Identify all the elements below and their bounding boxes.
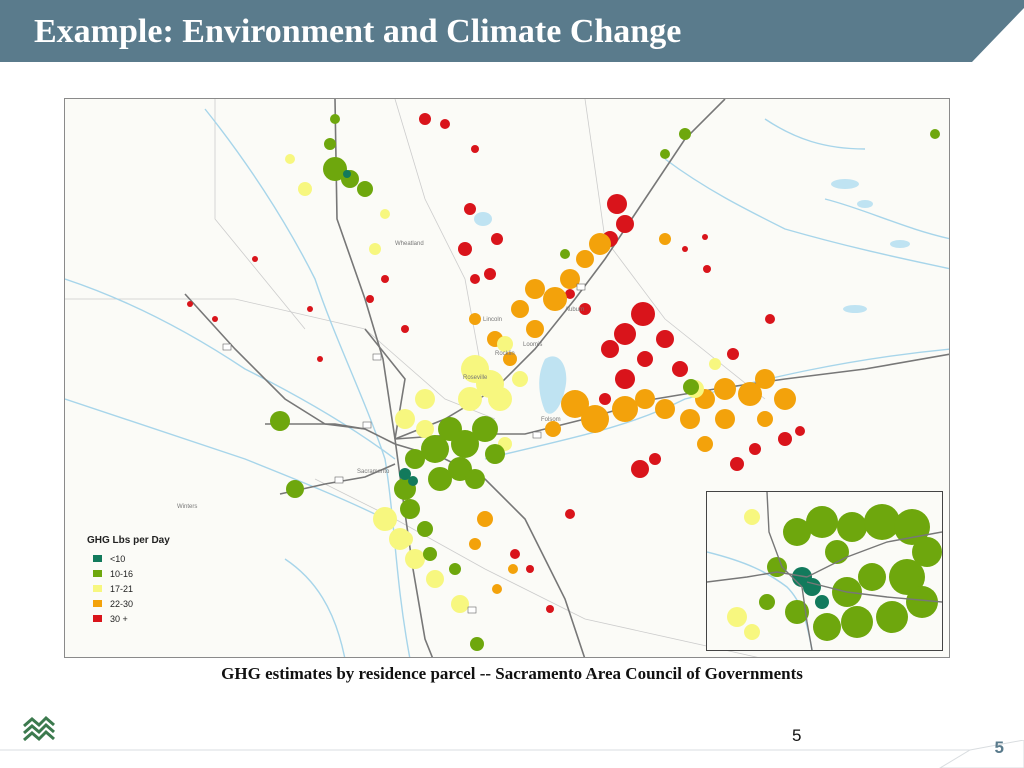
legend-item: 22-30 [87, 596, 237, 611]
legend-swatch-green [93, 570, 102, 577]
map-graphic [65, 99, 949, 657]
place-label-sacramento: Sacramento [357, 469, 390, 475]
legend-label: 22-30 [110, 598, 134, 609]
legend-swatch-dark-green [93, 555, 102, 562]
parcel-yellow-clusters [285, 154, 721, 613]
legend-swatch-red [93, 615, 102, 622]
page-number-center: 5 [792, 726, 802, 745]
legend-label: 30 + [110, 613, 128, 624]
legend-item: <10 [87, 551, 237, 566]
parcel-red-clusters [187, 113, 805, 613]
legend-item: 30 + [87, 611, 237, 626]
place-label-lincoln: Lincoln [483, 317, 503, 323]
place-label-roseville: Roseville [463, 375, 488, 381]
place-label-rocklin: Rocklin [495, 351, 515, 357]
title-bar: Example: Environment and Climate Change [0, 0, 1024, 62]
place-label-loomis: Loomis [523, 342, 543, 348]
footer-divider [0, 740, 1024, 768]
legend-label: <10 [110, 553, 126, 564]
legend-label: 10-16 [110, 568, 134, 579]
place-label-folsom: Folsom [541, 417, 561, 423]
mountain-logo-icon [22, 712, 56, 746]
legend-item: 17-21 [87, 581, 237, 596]
title-bar-shape [0, 0, 1024, 62]
place-label-auburn: Auburn [565, 307, 585, 313]
legend-item: 10-16 [87, 566, 237, 581]
inset-map-graphic [707, 492, 942, 650]
legend-title: GHG Lbs per Day [87, 535, 170, 546]
parcel-dark-green-clusters [343, 170, 418, 486]
page-number-corner: 5 [994, 738, 1004, 757]
parcel-green-clusters [270, 114, 940, 651]
legend-swatch-orange [93, 600, 102, 607]
legend-label: 17-21 [110, 583, 134, 594]
place-label-winters: Winters [177, 504, 198, 510]
map-legend: GHG Lbs per Day <10 10-16 17-21 22-30 30… [87, 535, 237, 626]
legend-swatch-yellow [93, 585, 102, 592]
place-label-wheatland: Wheatland [395, 241, 424, 247]
map-caption: GHG estimates by residence parcel -- Sac… [221, 664, 803, 683]
downtown-inset-map [706, 491, 943, 651]
slide-title: Example: Environment and Climate Change [34, 13, 682, 50]
ghg-map: Wheatland Lincoln Loomis Rocklin Rosevil… [64, 98, 950, 658]
